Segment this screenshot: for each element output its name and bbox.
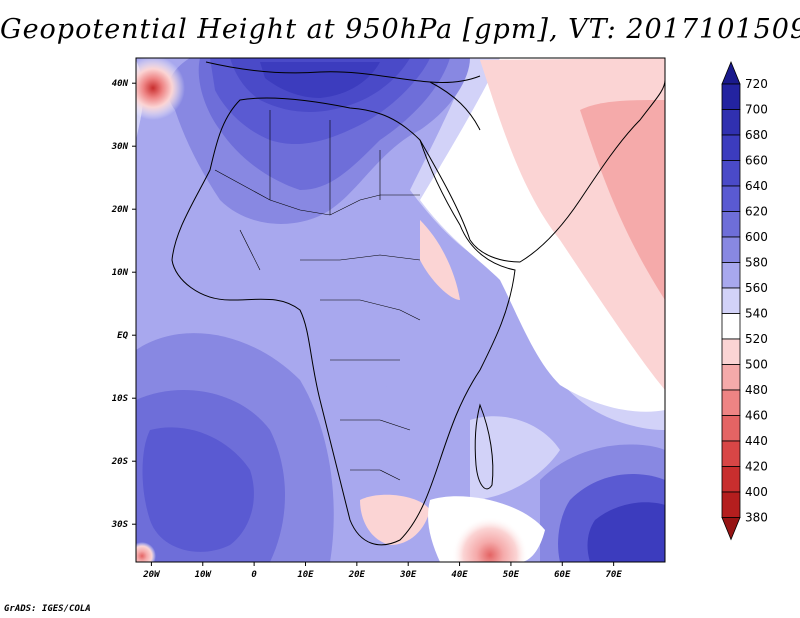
colorbar-segment — [721, 338, 741, 365]
colorbar-label: 680 — [745, 128, 768, 142]
lat-tick-label: 40N — [112, 79, 129, 89]
borders — [214, 110, 421, 481]
lon-tick-label: 60E — [554, 570, 571, 580]
coastlines — [171, 61, 665, 546]
colorbar-segment — [721, 466, 741, 493]
lat-tick-label: 30N — [111, 142, 129, 152]
lon-tick-label: 40E — [451, 570, 468, 580]
colorbar-segment — [721, 491, 741, 518]
colorbar-label: 540 — [745, 307, 768, 321]
colorbar-segment — [721, 83, 741, 110]
plot-title: Geopotential Height at 950hPa [gpm], VT:… — [0, 14, 800, 45]
colorbar-segment — [721, 262, 741, 289]
colorbar-label: 380 — [745, 511, 768, 525]
colorbar-bottom-arrow — [721, 517, 741, 541]
latitude-axis: 40N 30N 20N 10N EQ 10S 20S 30S — [111, 79, 136, 530]
colorbar-segment — [721, 287, 741, 314]
lat-tick-label: 20N — [111, 205, 129, 215]
colorbar-segment — [721, 134, 741, 161]
colorbar-segment — [721, 415, 741, 442]
lon-tick-label: 10E — [297, 570, 314, 580]
lat-tick-label: EQ — [117, 331, 128, 341]
lon-tick-label: 0 — [251, 570, 257, 580]
colorbar-label: 520 — [745, 332, 768, 346]
colorbar-segment — [721, 440, 741, 467]
credit-text: GrADS: IGES/COLA — [4, 604, 91, 614]
colorbar-label: 500 — [745, 358, 768, 372]
colorbar-label: 600 — [745, 230, 768, 244]
colorbar-segment — [721, 313, 741, 340]
lat-tick-label: 10N — [112, 268, 129, 278]
lat-tick-label: 20S — [111, 457, 129, 467]
colorbar-label: 660 — [745, 154, 768, 168]
colorbar-label: 560 — [745, 281, 768, 295]
lon-tick-label: 50E — [503, 570, 520, 580]
colorbar-label: 420 — [745, 460, 768, 474]
colorbar-label: 440 — [745, 434, 768, 448]
colorbar-segment — [721, 109, 741, 136]
colorbar-label: 480 — [745, 383, 768, 397]
colorbar-segment — [721, 389, 741, 416]
lon-tick-label: 70E — [606, 570, 623, 580]
colorbar-label: 640 — [745, 179, 768, 193]
height-field — [136, 58, 665, 562]
colorbar-segment — [721, 364, 741, 391]
colorbar-segment — [721, 185, 741, 212]
lon-tick-label: 10W — [195, 570, 213, 580]
colorbar-label: 720 — [745, 77, 768, 91]
lon-tick-label: 20W — [142, 570, 161, 580]
map-frame — [135, 57, 666, 563]
lat-tick-label: 10S — [112, 394, 129, 404]
colorbar-segment — [721, 236, 741, 263]
lon-tick-label: 20E — [348, 570, 366, 580]
lon-tick-label: 30E — [399, 570, 417, 580]
longitude-axis: 20W 10W 0 10E 20E 30E 40E 50E 60E 70E — [142, 562, 622, 580]
colorbar-segment — [721, 160, 741, 187]
colorbar-label: 400 — [745, 485, 768, 499]
colorbar-top-arrow — [721, 60, 741, 85]
colorbar-segment — [721, 211, 741, 238]
colorbar: 720 700 680 660 640 620 600 580 560 540 520 500 480 4… — [721, 60, 768, 541]
colorbar-label: 460 — [745, 409, 768, 423]
colorbar-label: 700 — [745, 103, 768, 117]
lat-tick-label: 30S — [111, 520, 129, 530]
colorbar-label: 620 — [745, 205, 768, 219]
colorbar-label: 580 — [745, 256, 768, 270]
